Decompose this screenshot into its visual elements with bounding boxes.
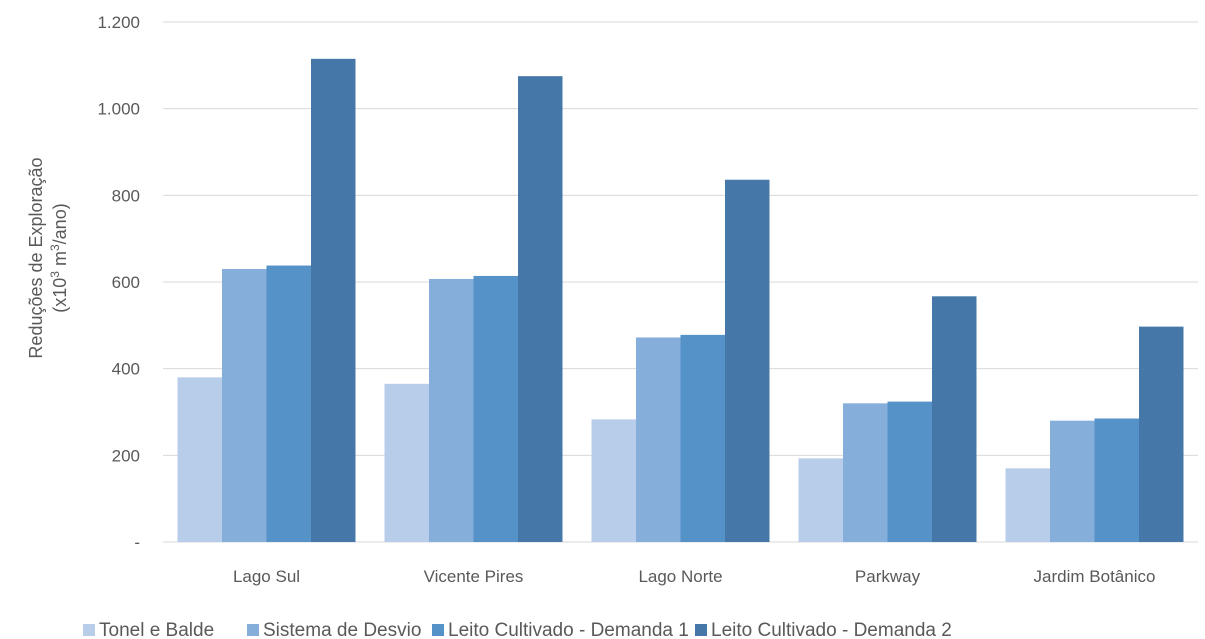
legend-label: Tonel e Balde	[99, 620, 214, 639]
x-tick-label: Lago Norte	[638, 567, 722, 586]
y-tick-label: 1.000	[97, 100, 140, 119]
y-axis-title-line1: Reduções de Exploração	[26, 157, 46, 358]
y-axis-unit-sup1: 3	[48, 271, 62, 278]
legend: Tonel e Balde Sistema de Desvio Leito Cult…	[83, 620, 952, 639]
bar	[591, 419, 636, 542]
bar	[222, 269, 267, 542]
y-axis-title-line2: (x103 m3/ano)	[48, 203, 70, 312]
bar	[266, 265, 311, 542]
legend-label: Leito Cultivado - Demanda 2	[711, 620, 952, 639]
bars	[177, 58, 1184, 543]
bar	[725, 179, 770, 542]
bar	[1005, 468, 1050, 542]
bar	[311, 58, 356, 542]
bar	[384, 383, 429, 542]
bar	[798, 458, 843, 542]
bar	[887, 401, 932, 542]
bar	[1094, 418, 1139, 542]
y-tick-label: 600	[112, 273, 140, 292]
bar	[429, 278, 474, 542]
x-tick-label: Vicente Pires	[424, 567, 524, 586]
y-axis-ticks: - 200 400 600 800 1.000 1.200	[97, 13, 140, 552]
x-axis-ticks: Lago Sul Vicente Pires Lago Norte Parkway Ja…	[233, 567, 1156, 586]
y-tick-label: 800	[112, 186, 140, 205]
bar	[843, 403, 888, 542]
bar	[680, 334, 725, 542]
bar	[473, 275, 518, 542]
y-tick-label: 200	[112, 446, 140, 465]
legend-swatch	[83, 624, 95, 636]
x-tick-label: Parkway	[855, 567, 921, 586]
bar	[636, 337, 681, 542]
y-tick-label: 400	[112, 360, 140, 379]
bar	[177, 377, 222, 542]
bar	[518, 76, 563, 543]
y-tick-label: -	[134, 533, 140, 552]
legend-swatch	[695, 624, 707, 636]
legend-swatch	[432, 624, 444, 636]
legend-label: Sistema de Desvio	[263, 620, 421, 639]
legend-label: Leito Cultivado - Demanda 1	[448, 620, 689, 639]
y-axis-unit-suffix: /ano)	[50, 203, 70, 244]
bar	[932, 296, 977, 542]
bar	[1139, 326, 1184, 542]
x-tick-label: Jardim Botânico	[1034, 567, 1156, 586]
y-axis-unit-prefix: (x10	[50, 278, 70, 313]
y-tick-label: 1.200	[97, 13, 140, 32]
legend-swatch	[247, 624, 259, 636]
y-axis-unit-sup2: 3	[48, 244, 62, 251]
bar	[1050, 420, 1095, 542]
x-tick-label: Lago Sul	[233, 567, 300, 586]
y-axis-unit-mid: m	[50, 251, 70, 271]
